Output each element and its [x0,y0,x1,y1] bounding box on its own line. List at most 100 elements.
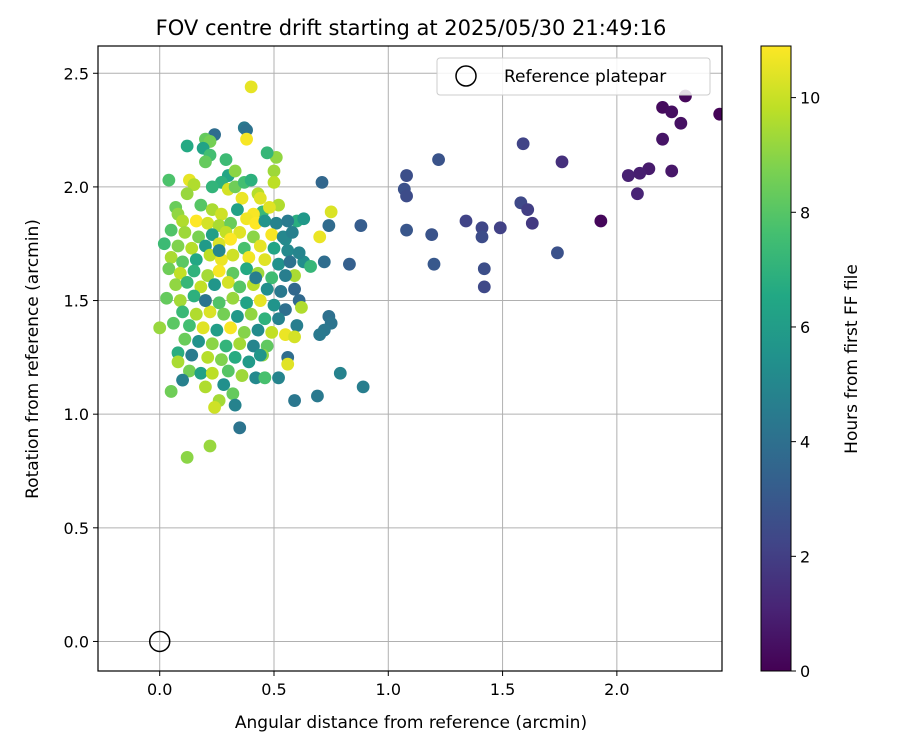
data-point [425,228,439,242]
data-point [180,450,194,464]
data-point [242,355,256,369]
data-point [196,321,210,335]
legend-marker-reference [455,65,477,87]
x-axis-label: Angular distance from reference (arcmin) [235,713,587,733]
data-point [356,380,370,394]
data-point [194,366,208,380]
data-point [187,264,201,278]
data-point [233,337,247,351]
data-point [187,178,201,192]
y-tick-label: 2.5 [64,64,89,83]
data-point [281,244,295,257]
data-point [317,255,331,269]
data-point [313,230,327,244]
data-point [192,230,205,244]
data-point [427,257,441,271]
data-point [237,325,251,339]
data-point [324,205,338,219]
data-point [224,232,237,246]
data-point [493,221,507,235]
data-point [226,291,240,305]
data-point [201,350,215,364]
data-point [459,214,473,228]
y-tick-label: 1.5 [64,292,89,311]
data-point [267,175,281,189]
x-tick-label: 0.5 [261,680,286,699]
data-point [244,80,258,94]
colorbar-tick-label: 6 [800,318,810,337]
data-point [258,371,272,385]
data-point [199,294,212,307]
x-tick-label: 1.0 [376,680,401,699]
data-point [162,173,176,187]
data-point [176,255,189,269]
data-point [240,296,253,310]
data-point [269,216,283,230]
data-point [633,166,647,180]
data-point [153,321,167,335]
data-point [290,319,304,332]
data-point [187,289,201,303]
data-point [594,214,608,228]
data-point [235,191,249,205]
data-point [272,312,285,326]
data-point [160,291,173,305]
colorbar-tick-label: 10 [800,89,820,108]
data-point [167,316,180,330]
data-point [713,107,722,121]
data-points [153,80,722,464]
data-point [281,214,295,228]
data-point [333,366,347,380]
data-point [258,253,272,267]
data-point [219,339,233,353]
data-point [288,282,301,296]
data-point [631,187,644,201]
data-point [219,153,233,167]
data-point [288,269,301,282]
data-point [173,294,187,307]
x-tick-label: 1.5 [490,680,515,699]
plot-frame [97,45,723,672]
data-point [228,164,242,178]
data-point [201,216,215,230]
data-point [555,155,569,169]
data-point [171,346,185,360]
y-tick-label: 0.0 [64,632,89,651]
data-point [199,155,212,169]
data-point [258,214,272,228]
data-point [233,421,247,435]
data-point [283,255,297,269]
data-point [180,275,194,289]
data-point [516,137,530,151]
data-point [194,198,208,212]
data-point [295,300,308,314]
data-point [226,387,240,401]
data-point [164,385,178,398]
colorbar-gradient [760,45,792,672]
data-point [244,173,258,187]
data-point [285,225,299,239]
data-point [178,332,192,346]
colorbar-tick-label: 2 [800,547,810,566]
data-point [185,348,199,362]
data-point [242,250,256,264]
data-point [192,335,205,348]
data-point [228,398,242,412]
data-point [157,237,171,251]
data-point [208,400,221,414]
data-point [215,207,228,221]
data-point [288,330,301,344]
data-point [665,164,679,178]
data-point [525,216,539,230]
data-point [521,203,535,217]
legend-box [436,57,711,96]
legend: Reference platepar [436,57,711,96]
data-point [253,239,267,253]
data-point [183,364,196,378]
data-point [311,389,324,403]
data-point [228,350,242,364]
data-point [201,269,215,282]
legend-label-reference: Reference platepar [504,67,666,87]
data-point [164,250,178,264]
